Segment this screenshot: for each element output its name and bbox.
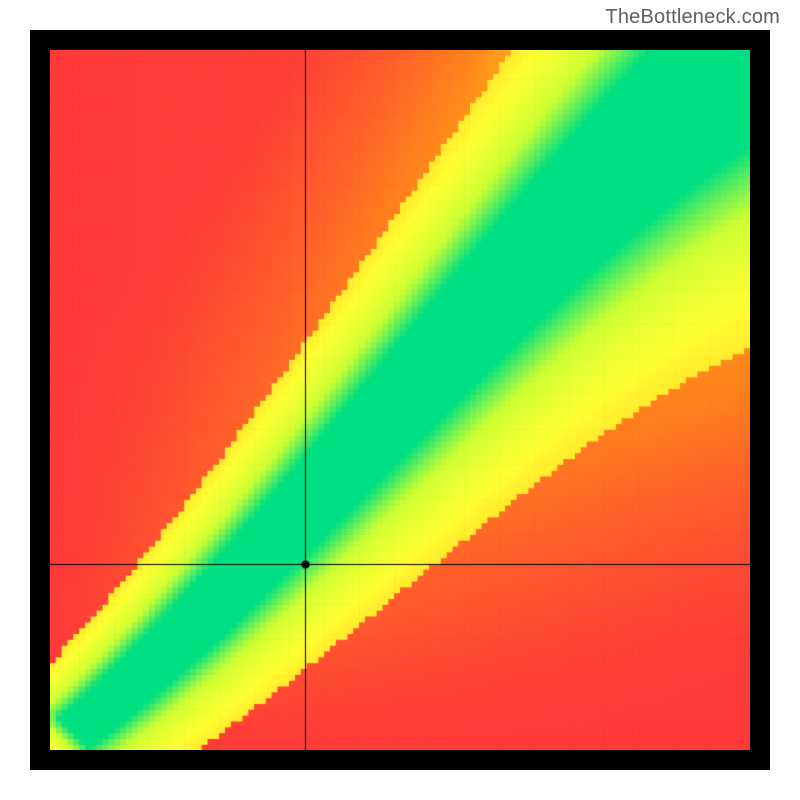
plot-frame <box>30 30 770 770</box>
heatmap-canvas <box>50 50 750 750</box>
chart-container: TheBottleneck.com <box>0 0 800 800</box>
watermark-text: TheBottleneck.com <box>605 6 780 29</box>
